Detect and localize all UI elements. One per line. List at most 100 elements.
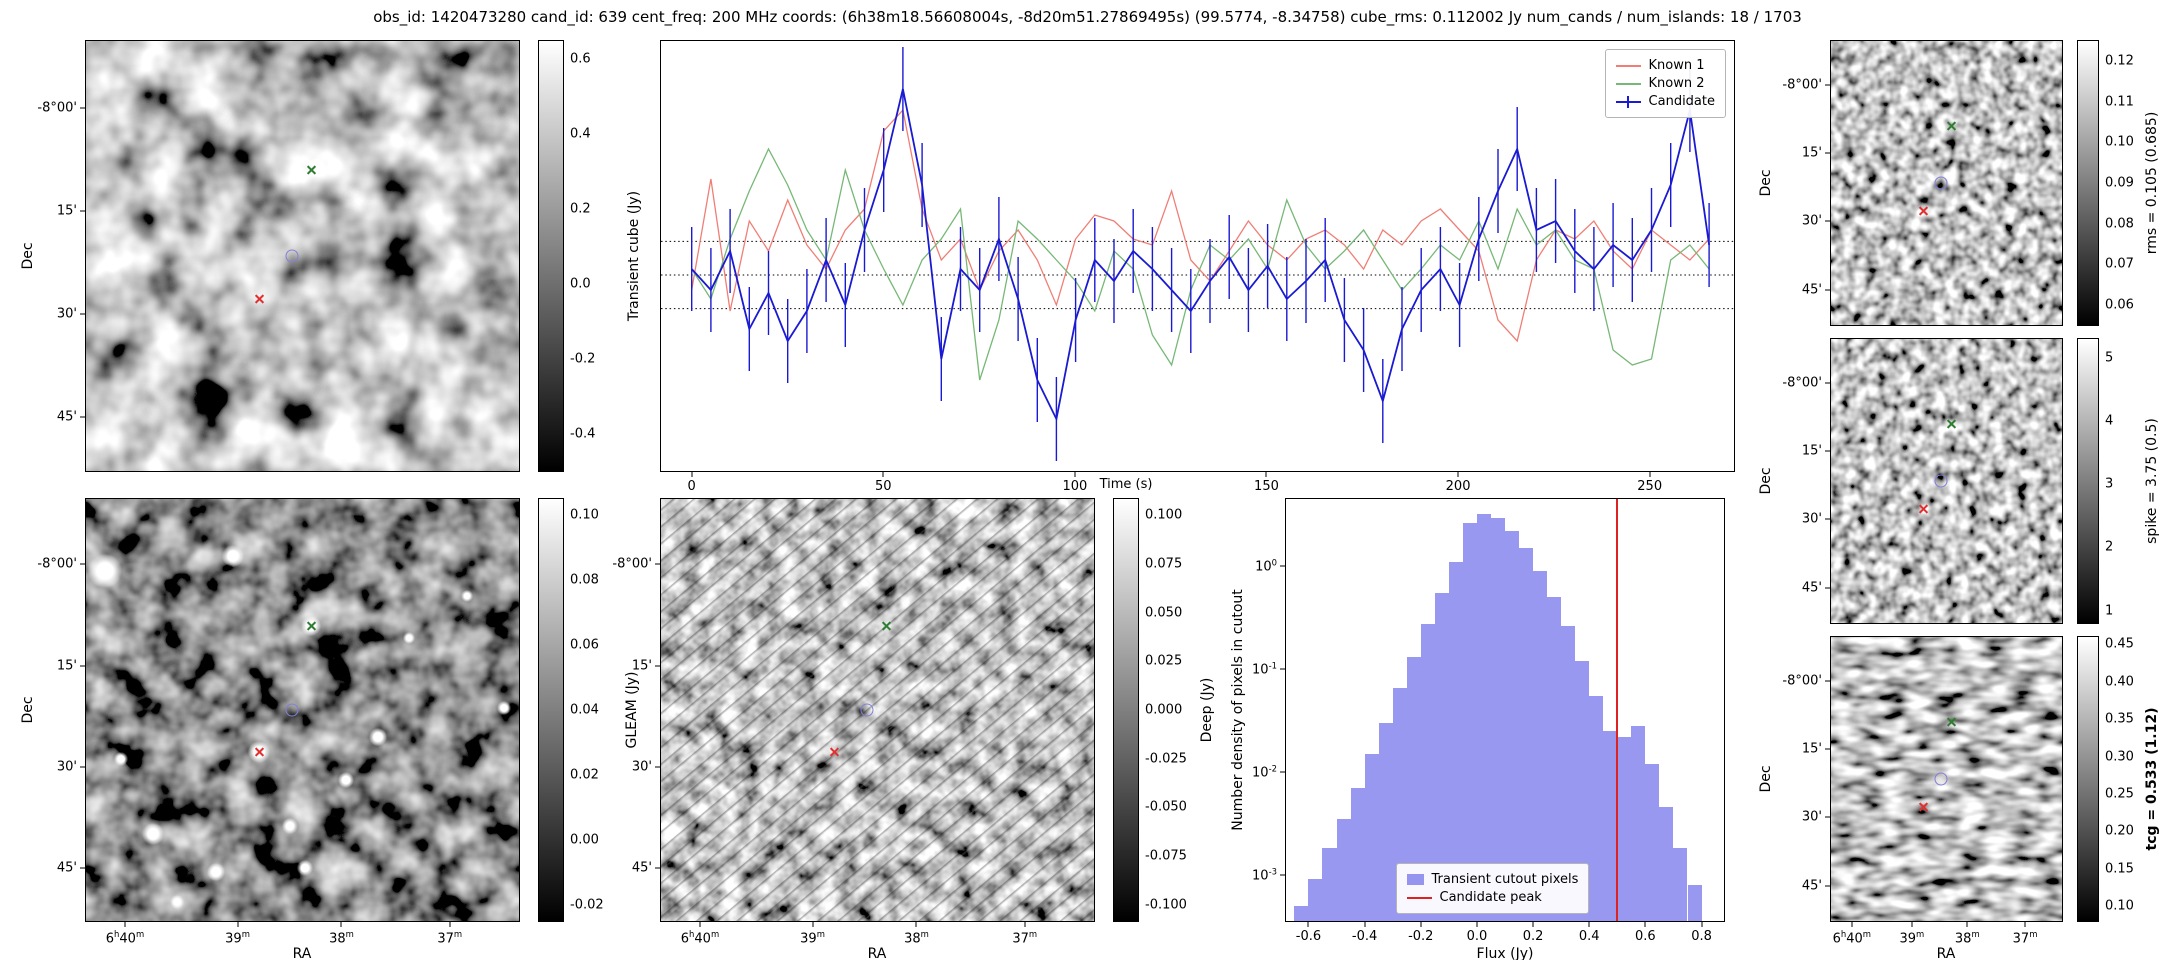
known1-cross (1918, 206, 1929, 217)
flux-tick-label: 0.4 (1578, 929, 1600, 944)
gleam-source (169, 895, 184, 909)
known2-cross (881, 620, 892, 631)
y-tickmark (1825, 152, 1831, 154)
flux-tick-label: 0.6 (1635, 929, 1656, 944)
colorbar-tick-label: 0.20 (2105, 823, 2134, 839)
y-tickmark (1825, 587, 1831, 588)
colorbar-tick-label: 0.075 (1145, 556, 1183, 572)
hist-bar (1406, 657, 1421, 921)
y-tickmark (1825, 289, 1831, 290)
gleam-source (88, 553, 123, 588)
gleam-source (206, 863, 225, 882)
series-candidate (691, 88, 1710, 422)
gleam-source (369, 728, 388, 747)
legend-label: Known 1 (1648, 58, 1705, 73)
known2-cross (1946, 717, 1957, 728)
colorbar-tick-label: 0.10 (570, 507, 599, 523)
flux-tick-label: -0.4 (1351, 929, 1378, 944)
x-tickmark (1851, 921, 1853, 927)
gleam-source (337, 771, 354, 788)
colorbar-tick-label: 0.02 (570, 767, 599, 783)
dec-tick-label: -8°00' (1782, 77, 1822, 93)
colorbar-tick-label: 0.12 (2105, 53, 2134, 69)
flux-tick-label: 0.8 (1691, 929, 1712, 944)
colorbar-tick-label: 3 (2105, 476, 2114, 492)
x-tickmark (812, 921, 814, 927)
dec-tick-label: 30' (56, 759, 77, 775)
known1-cross (254, 747, 265, 758)
hist-bar (1420, 624, 1435, 921)
candidate-peak-line (1616, 499, 1619, 921)
known2-cross (1946, 419, 1957, 430)
x-tickmark (1644, 921, 1646, 927)
colorbar-tick-label: -0.025 (1145, 751, 1187, 767)
colorbar-tick-label: 0.35 (2105, 711, 2134, 727)
y-tickmark (80, 563, 86, 565)
colorbar-tick-label: 0.40 (2105, 674, 2134, 690)
ra-tick-label: 38m (1954, 929, 1980, 947)
y-tickmark (1280, 874, 1286, 876)
deep-markers (661, 499, 1094, 921)
transient-colorbar-label: Transient cube (Jy) (626, 190, 642, 322)
gleam-markers (86, 499, 519, 921)
x-tickmark (1457, 471, 1459, 477)
colorbar-tick-label: 0.050 (1145, 605, 1183, 621)
ra-tick-label: 39m (800, 929, 825, 947)
time-tick-label: 200 (1445, 479, 1471, 494)
colorbar-tick-label: 0.07 (2105, 256, 2134, 272)
ra-tick-label: 6h40m (105, 929, 145, 947)
dec-axis-label: Dec (20, 696, 36, 724)
tcg-markers (1831, 637, 2062, 921)
y-tickmark (655, 867, 661, 869)
legend-line (1615, 82, 1641, 85)
dec-tick-label: 30' (631, 759, 652, 775)
dec-tick-label: 45' (1801, 878, 1822, 893)
colorbar-tick-label: -0.100 (1145, 897, 1187, 913)
lightcurve-plot (661, 47, 1736, 461)
spike-colorbar: 5 4 3 2 1 (2077, 338, 2113, 624)
y-tickmark (1825, 816, 1831, 818)
y-tickmark (655, 665, 661, 667)
deep-stripes (661, 499, 1094, 921)
colorbar-tick-label: 0.06 (2105, 297, 2134, 313)
dec-tick-label: 30' (1801, 213, 1822, 229)
y-tickmark (80, 210, 86, 212)
dec-tick-label: 30' (1801, 809, 1822, 825)
candidate-circle (285, 249, 299, 263)
known1-cross (1918, 802, 1929, 813)
x-tickmark (1265, 471, 1267, 477)
colorbar-tick-label: 2 (2105, 539, 2114, 555)
x-tickmark (1074, 471, 1076, 477)
legend-sample (1615, 95, 1641, 108)
legend-sample (1615, 60, 1641, 72)
dec-tick-label: 15' (631, 658, 652, 674)
gleam-source (402, 632, 415, 645)
colorbar-tick-label: 1 (2105, 603, 2114, 618)
y-tickmark (1825, 84, 1831, 86)
gleam-colorbar-label: GLEAM (Jy) (624, 671, 640, 749)
gleam-source (142, 823, 165, 846)
colorbar-tick-label: 0.6 (570, 51, 591, 67)
deep-colorbar-label: Deep (Jy) (1199, 677, 1215, 743)
hist-bar (1490, 518, 1505, 921)
lightcurve-legend: Known 1 Known 2 Candidate (1604, 49, 1726, 118)
transient-cube-panel: -8°00' 15' 30' 45' (37, 40, 520, 472)
hist-bar (1603, 730, 1618, 921)
known1-cross (254, 294, 265, 305)
dec-tick-label: 45' (56, 409, 77, 425)
x-tickmark (1701, 921, 1703, 927)
hist-bar (1378, 722, 1393, 921)
x-tickmark (1649, 471, 1651, 477)
gleam-source (496, 700, 511, 715)
x-tickmark (1966, 921, 1968, 927)
hist-bar (1476, 513, 1491, 921)
legend-errorbar (1627, 95, 1630, 108)
legend-label: Transient cutout pixels (1431, 872, 1579, 887)
flux-tick-label: 0.0 (1466, 929, 1488, 944)
gleam-source (113, 751, 128, 766)
x-tickmark (237, 921, 239, 927)
candidate-circle (860, 703, 874, 717)
x-tickmark (1420, 921, 1422, 927)
hist-xlabel: Flux (Jy) (1476, 946, 1534, 960)
hist-ylabel: Number density of pixels in cutout (1230, 589, 1246, 831)
